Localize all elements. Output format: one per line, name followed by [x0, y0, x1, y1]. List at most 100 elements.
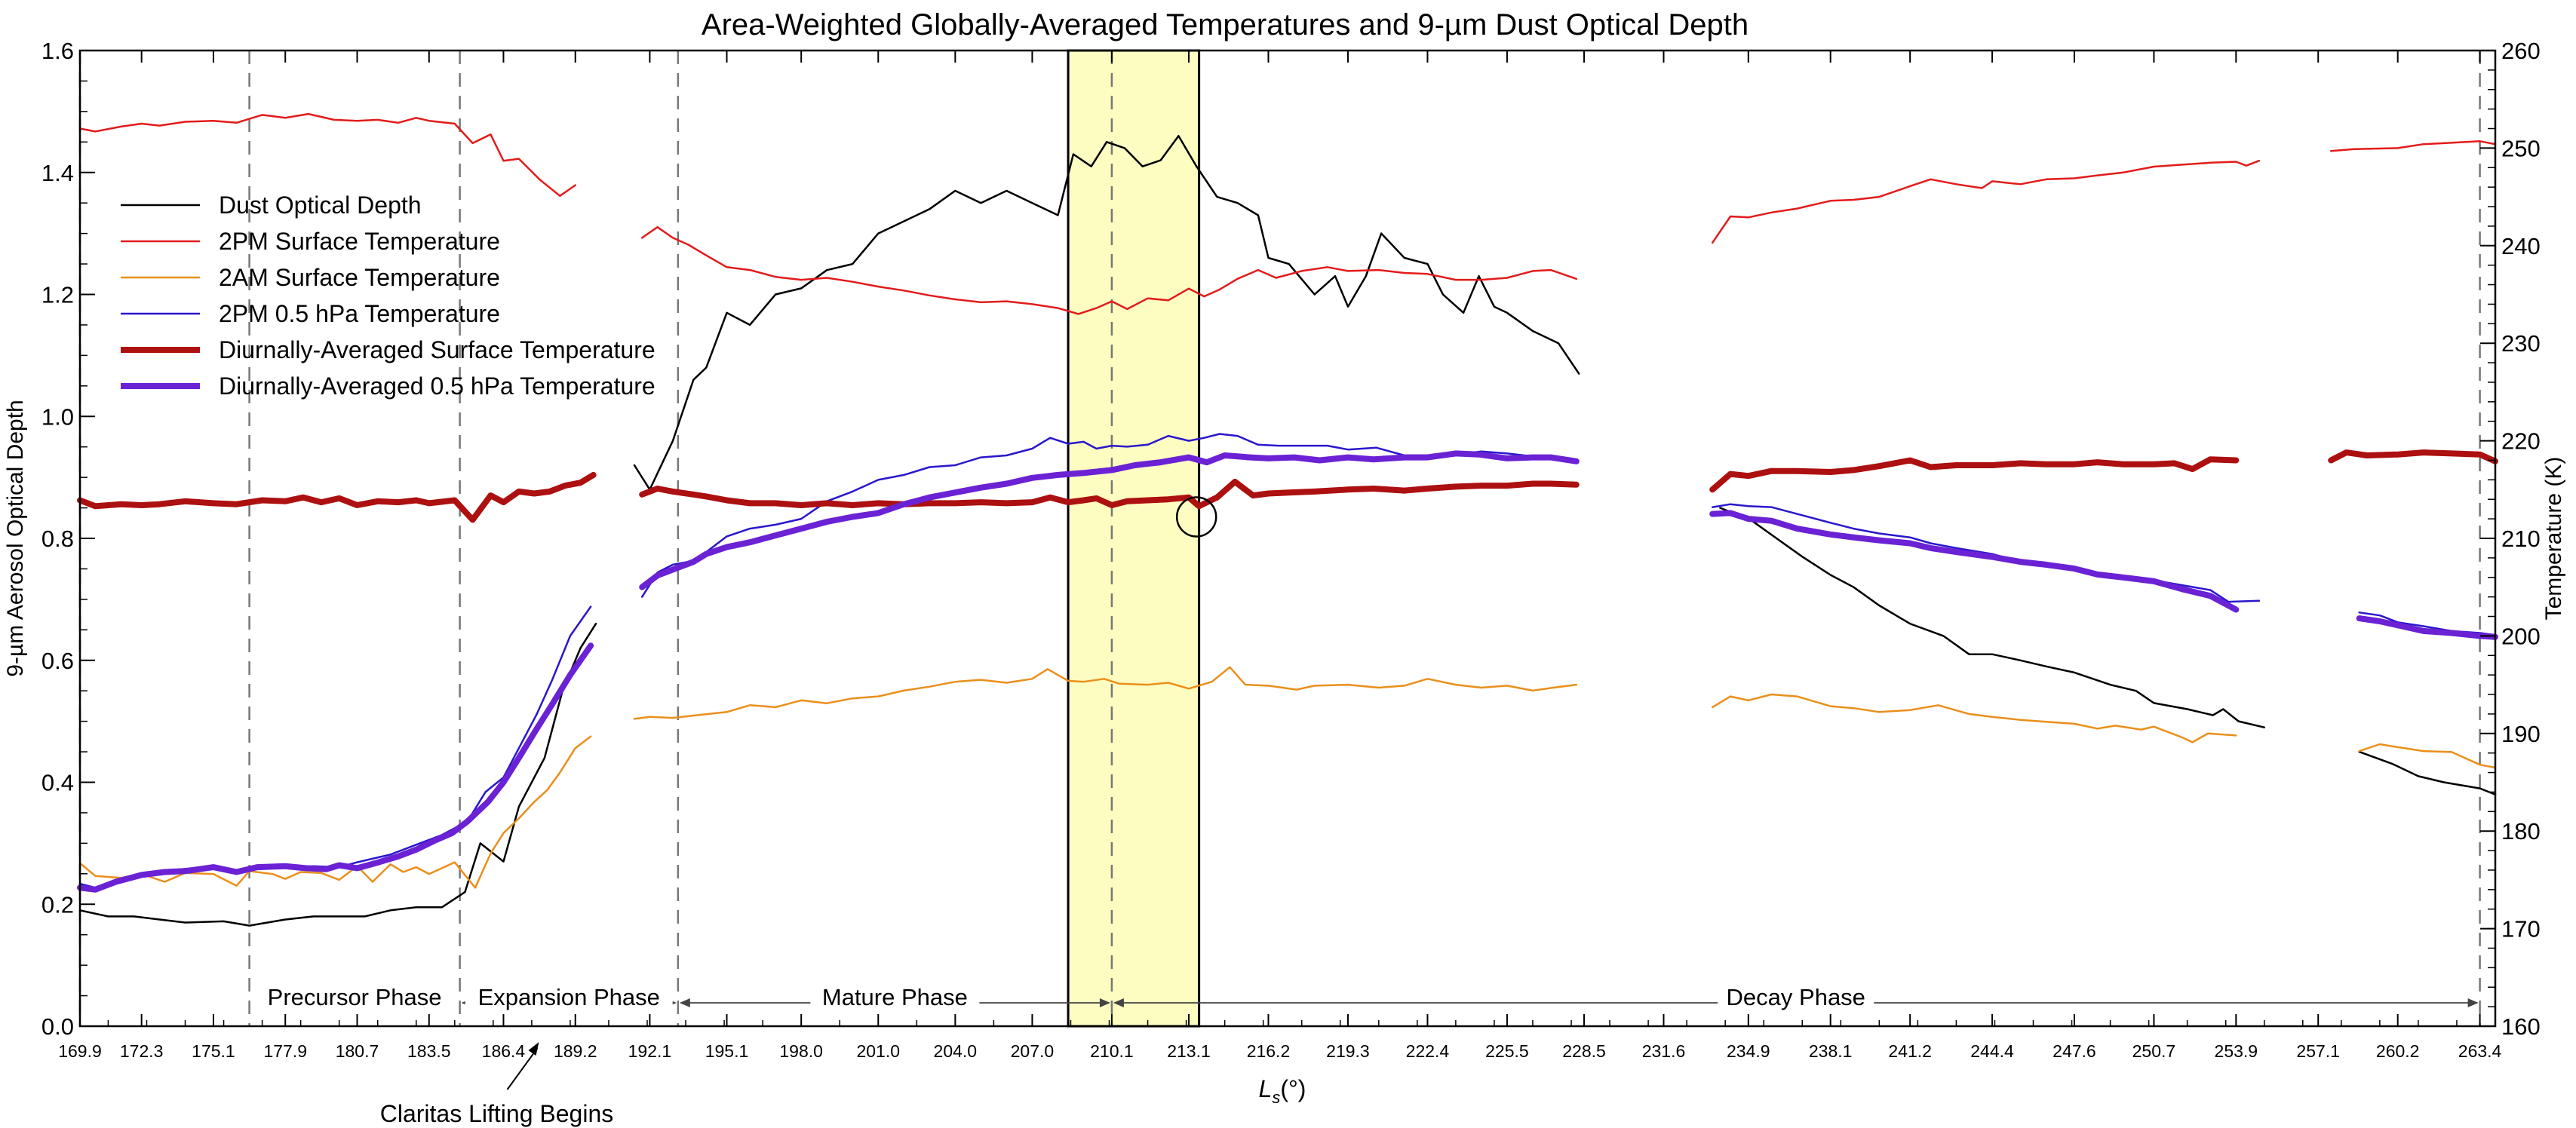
phase-arrowhead [1099, 998, 1110, 1007]
x-tick-label: 244.4 [1970, 1041, 2014, 1061]
y2-tick-label: 230 [2501, 330, 2541, 357]
x-tick-label: 186.4 [482, 1041, 526, 1061]
y-tick-label: 1.6 [41, 38, 74, 64]
legend: Dust Optical Depth 2PM Surface Temperatur… [121, 192, 656, 400]
y-tick-label: 0.4 [41, 770, 74, 796]
series-line [78, 605, 592, 889]
y2-tick-label: 220 [2501, 428, 2541, 455]
y-tick-label: 1.2 [41, 282, 74, 308]
phase-label: Decay Phase [1727, 984, 1865, 1010]
x-tick-label: 257.1 [2296, 1041, 2340, 1061]
x-tick-label: 222.4 [1406, 1041, 1450, 1061]
x-tick-label: 247.6 [2053, 1041, 2096, 1061]
x-tick-label: 210.1 [1090, 1041, 1134, 1061]
x-tick-label: 180.7 [336, 1041, 379, 1061]
x-tick-label: 201.0 [856, 1041, 900, 1061]
series-line [640, 433, 1578, 598]
x-tick-label: 260.2 [2376, 1041, 2420, 1061]
y2-tick-label: 190 [2501, 721, 2541, 747]
x-tick-label: 263.4 [2458, 1041, 2502, 1061]
y-tick-label: 0.0 [41, 1013, 74, 1040]
x-tick-label: 195.1 [705, 1041, 749, 1061]
legend-label: Dust Optical Depth [219, 192, 422, 219]
x-tick-label: 169.9 [58, 1041, 102, 1061]
x-tick-label: 225.5 [1485, 1041, 1529, 1061]
phase-arrowhead [2467, 998, 2479, 1007]
series-line [1709, 456, 2240, 493]
phase-divider-layer [78, 51, 2481, 1026]
series-line [2358, 750, 2497, 795]
legend-label: 2PM 0.5 hPa Temperature [219, 300, 500, 327]
x-tick-label: 234.9 [1727, 1041, 1770, 1061]
series-line [2328, 449, 2498, 464]
x-tick-label: 213.1 [1167, 1041, 1211, 1061]
series-line [2356, 615, 2498, 640]
series-line [1711, 693, 2237, 743]
x-tick-label: 241.2 [1888, 1041, 1932, 1061]
phase-arrowhead [679, 998, 690, 1007]
y2-tick-label: 180 [2501, 818, 2541, 844]
chart-title: Area-Weighted Globally-Averaged Temperat… [702, 8, 1749, 41]
annotation-text: Claritas Lifting Begins [380, 1100, 613, 1127]
y2-tick-label: 200 [2501, 623, 2541, 649]
x-tick-label: 207.0 [1011, 1041, 1055, 1061]
phase-label-bg [250, 985, 459, 1015]
series-layer [77, 112, 2498, 927]
series-line [77, 642, 594, 893]
series-line [1711, 159, 2261, 244]
y2-tick-label: 250 [2501, 135, 2541, 161]
series-line [639, 450, 1580, 590]
axis-layer: 169.9 172.3 175.1 177.9 180.7 183.5 186.4 189.2… [41, 38, 2541, 1061]
y2-tick-label: 210 [2501, 526, 2541, 552]
y2-tick-label: 170 [2501, 916, 2541, 943]
series-line [1719, 507, 2266, 728]
y-tick-label: 1.0 [41, 403, 74, 430]
x-tick-label: 192.1 [628, 1041, 672, 1061]
x-tick-label: 198.0 [779, 1041, 823, 1061]
circle-marker [1175, 496, 1217, 538]
x-tick-label: 231.6 [1642, 1041, 1686, 1061]
y2-axis-label: Temperature (K) [2541, 457, 2566, 621]
y2-tick-label: 160 [2501, 1013, 2541, 1040]
series-line [1709, 510, 2240, 613]
x-axis-label-text: Ls(°) [1259, 1075, 1306, 1107]
legend-label: 2AM Surface Temperature [219, 264, 500, 291]
y-axis-label: 9-µm Aerosol Optical Depth [3, 400, 28, 676]
series-line [2329, 140, 2497, 152]
x-tick-label: 253.9 [2215, 1041, 2258, 1061]
phase-arrowhead [1113, 998, 1124, 1007]
x-tick-label: 175.1 [192, 1041, 235, 1061]
phase-label: Expansion Phase [478, 984, 660, 1010]
highlight-band [1067, 49, 1201, 1028]
x-tick-label: 177.9 [263, 1041, 307, 1061]
series-line [77, 471, 597, 523]
x-tick-label: 189.2 [554, 1041, 597, 1061]
x-tick-label: 228.5 [1562, 1041, 1606, 1061]
phase-label-bg [1718, 985, 1874, 1015]
phase-label: Precursor Phase [268, 984, 442, 1010]
x-tick-label: 172.3 [120, 1041, 164, 1061]
y-tick-label: 1.4 [41, 160, 74, 186]
x-tick-label: 216.2 [1247, 1041, 1291, 1061]
series-line [640, 225, 1578, 315]
series-line [639, 478, 1580, 510]
x-tick-label: 204.0 [934, 1041, 978, 1061]
legend-label: 2PM Surface Temperature [219, 228, 500, 255]
highlight-band-layer [1067, 49, 1201, 1028]
y-tick-label: 0.6 [41, 648, 74, 674]
phase-annotation-layer: Precursor Phase Expansion Phase Mature Pha… [250, 984, 2479, 1127]
series-line [633, 666, 1578, 720]
annotation-arrow [506, 1047, 539, 1090]
series-line [78, 735, 592, 889]
x-tick-label: 238.1 [1809, 1041, 1853, 1061]
phase-label-bg [810, 985, 980, 1015]
legend-label: Diurnally-Averaged 0.5 hPa Temperature [219, 372, 656, 400]
plot-frame [78, 49, 2497, 1028]
series-line [2358, 743, 2497, 769]
legend-label: Diurnally-Averaged Surface Temperature [219, 336, 656, 363]
phase-label: Mature Phase [822, 984, 968, 1010]
phase-label-bg [465, 985, 673, 1015]
y-tick-label: 0.8 [41, 526, 74, 552]
x-tick-label: 250.7 [2132, 1041, 2176, 1061]
